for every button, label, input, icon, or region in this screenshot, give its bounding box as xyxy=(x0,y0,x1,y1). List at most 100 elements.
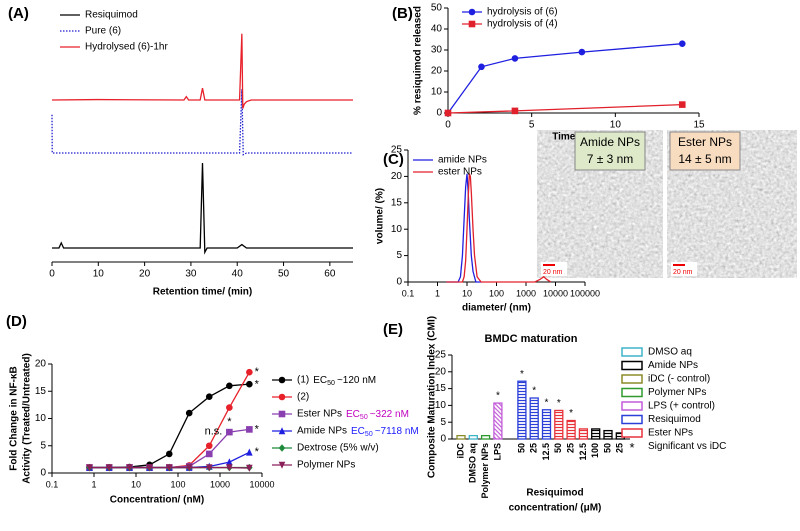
legend-label: DMSO aq xyxy=(648,347,692,358)
x-tick-label: 60 xyxy=(324,269,336,280)
x-tick-label: 15 xyxy=(693,120,705,131)
x-tick-label: 0 xyxy=(49,269,55,280)
legend-swatch xyxy=(621,428,643,438)
marker xyxy=(226,382,233,390)
chart-title: BMDC maturation xyxy=(485,333,578,345)
marker xyxy=(126,464,133,472)
legend-swatch xyxy=(621,414,643,425)
y-tick-label: 20 xyxy=(431,66,443,77)
y-tick-label: 40 xyxy=(431,24,443,35)
marker xyxy=(478,63,485,71)
annotation: * xyxy=(255,446,260,458)
series-line xyxy=(447,103,683,114)
y-axis-label: Activity (Treated/Untreated) xyxy=(22,353,33,484)
legend-label: Resiquimod xyxy=(648,414,701,425)
panel-label: (D) xyxy=(6,313,27,330)
series-line xyxy=(52,162,353,255)
y-axis-label: % resiquimod released xyxy=(413,6,424,115)
image-size: 14 ± 5 nm xyxy=(678,152,731,166)
bar xyxy=(493,402,503,440)
x-tick-label: 1 xyxy=(435,288,440,298)
x-tick-label: 10 xyxy=(462,288,472,298)
marker xyxy=(226,404,233,411)
bar xyxy=(480,434,491,440)
marker xyxy=(468,8,476,16)
image-title: Ester NPs xyxy=(678,135,732,149)
marker xyxy=(578,48,586,56)
y-tick-label: 20 xyxy=(391,171,403,182)
legend-label: Amide NPs xyxy=(648,360,698,371)
legend-swatch xyxy=(621,387,643,398)
annotation: n.s. xyxy=(205,425,223,437)
scale-bar-label: 20 nm xyxy=(543,269,563,276)
x-tick-label: 12.5 xyxy=(541,443,551,461)
legend-label: Amide NPs xyxy=(297,426,347,437)
legend-note: EC50 ~322 nM xyxy=(346,409,409,421)
note-rest: ~322 nM xyxy=(370,409,409,420)
x-axis-label: diameter/ (nm) xyxy=(462,303,531,314)
series-line xyxy=(51,33,353,109)
legend-label: (2) xyxy=(297,392,309,403)
x-tick-label: 50 xyxy=(553,443,563,453)
x-tick-label: 25 xyxy=(565,443,575,453)
marker xyxy=(185,464,193,472)
x-tick-label: 1000 xyxy=(516,288,536,298)
marker xyxy=(678,40,686,47)
y-tick-label: 25 xyxy=(435,350,447,361)
x-tick-label: 10 xyxy=(93,269,105,280)
y-tick-label: 5 xyxy=(440,417,446,428)
marker xyxy=(246,448,253,456)
x-tick-label: 50 xyxy=(602,443,612,453)
legend-swatch xyxy=(621,374,643,384)
panel-label: (C) xyxy=(383,151,404,168)
x-tick-label: DMSO aq xyxy=(468,443,478,483)
x-tick-label: 100 xyxy=(590,443,600,458)
x-tick-label: 10 xyxy=(131,479,141,489)
legend-label: Polymer NPs xyxy=(648,387,706,398)
y-tick-label: 0 xyxy=(396,277,402,288)
marker xyxy=(246,464,253,472)
x-tick-label: 50 xyxy=(516,443,526,453)
legend-label: Dextrose (5% w/v) xyxy=(297,443,379,454)
y-tick-label: 20 xyxy=(435,366,447,377)
y-tick-label: 5 xyxy=(40,440,46,451)
legend-label: Pure (6) xyxy=(85,26,121,37)
legend-symbol: * xyxy=(629,440,634,455)
legend-label: Resiquimod xyxy=(85,10,138,21)
x-tick-label: 5 xyxy=(529,120,535,131)
x-tick-label: 1000 xyxy=(210,479,230,489)
annotation: * xyxy=(255,366,260,378)
x-tick-label: 100 xyxy=(489,288,504,298)
bar xyxy=(529,397,539,440)
x-tick-label: 100 xyxy=(170,479,185,489)
marker xyxy=(278,376,286,384)
bar xyxy=(468,434,478,440)
x-tick-label: LPS xyxy=(492,443,502,461)
legend-swatch xyxy=(621,347,643,357)
marker xyxy=(185,409,193,417)
note-rest: ~7118 nM xyxy=(375,426,419,437)
annotation: * xyxy=(255,379,260,391)
y-tick-label: 50 xyxy=(431,3,443,14)
bar xyxy=(591,428,601,440)
note-main: EC xyxy=(346,409,360,420)
marker xyxy=(278,393,286,401)
x-tick-label: 25 xyxy=(529,443,539,453)
legend-label: Polymer NPs xyxy=(297,460,355,471)
significance: * xyxy=(496,391,500,402)
legend-note: EC50 ~120 nM xyxy=(313,375,376,387)
legend-label: amide NPs xyxy=(438,155,487,166)
marker xyxy=(511,107,519,115)
bar xyxy=(554,409,564,440)
x-tick-label: 10000 xyxy=(543,288,568,298)
series-line xyxy=(51,89,353,156)
x-tick-label: iDC xyxy=(455,443,465,459)
panel-label: (E) xyxy=(383,321,403,338)
bar xyxy=(603,429,613,440)
x-tick-label: 50 xyxy=(278,269,290,280)
y-tick-label: 15 xyxy=(435,383,447,394)
marker xyxy=(226,428,233,436)
x-tick-label: 0.1 xyxy=(402,288,415,298)
legend-label: hydrolysis of (6) xyxy=(487,7,558,18)
x-tick-label: 10000 xyxy=(249,479,274,489)
